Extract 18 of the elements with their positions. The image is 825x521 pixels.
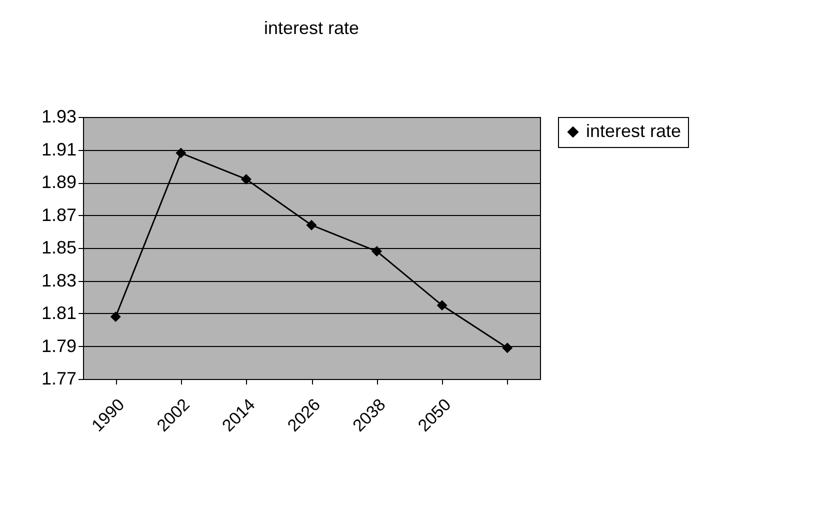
point — [372, 246, 382, 257]
y-tick-label: 1.77 — [41, 368, 76, 388]
y-tick-label: 1.91 — [41, 139, 76, 160]
chart-title: interest rate — [264, 18, 360, 38]
point — [502, 342, 513, 354]
point — [176, 148, 186, 158]
point — [436, 300, 448, 311]
y-tick-label: 1.79 — [41, 336, 76, 356]
y-tick-label: 1.85 — [41, 238, 76, 258]
y-tick-label: 1.89 — [41, 172, 76, 192]
point — [110, 312, 121, 322]
y-tick-label: 1.93 — [41, 106, 76, 126]
point — [306, 220, 317, 230]
y-tick-label: 1.87 — [41, 204, 76, 225]
point — [240, 174, 252, 184]
y-tick-label: 1.81 — [41, 303, 76, 323]
legend-label: interest rate — [586, 121, 682, 141]
y-tick-label: 1.83 — [41, 270, 76, 290]
